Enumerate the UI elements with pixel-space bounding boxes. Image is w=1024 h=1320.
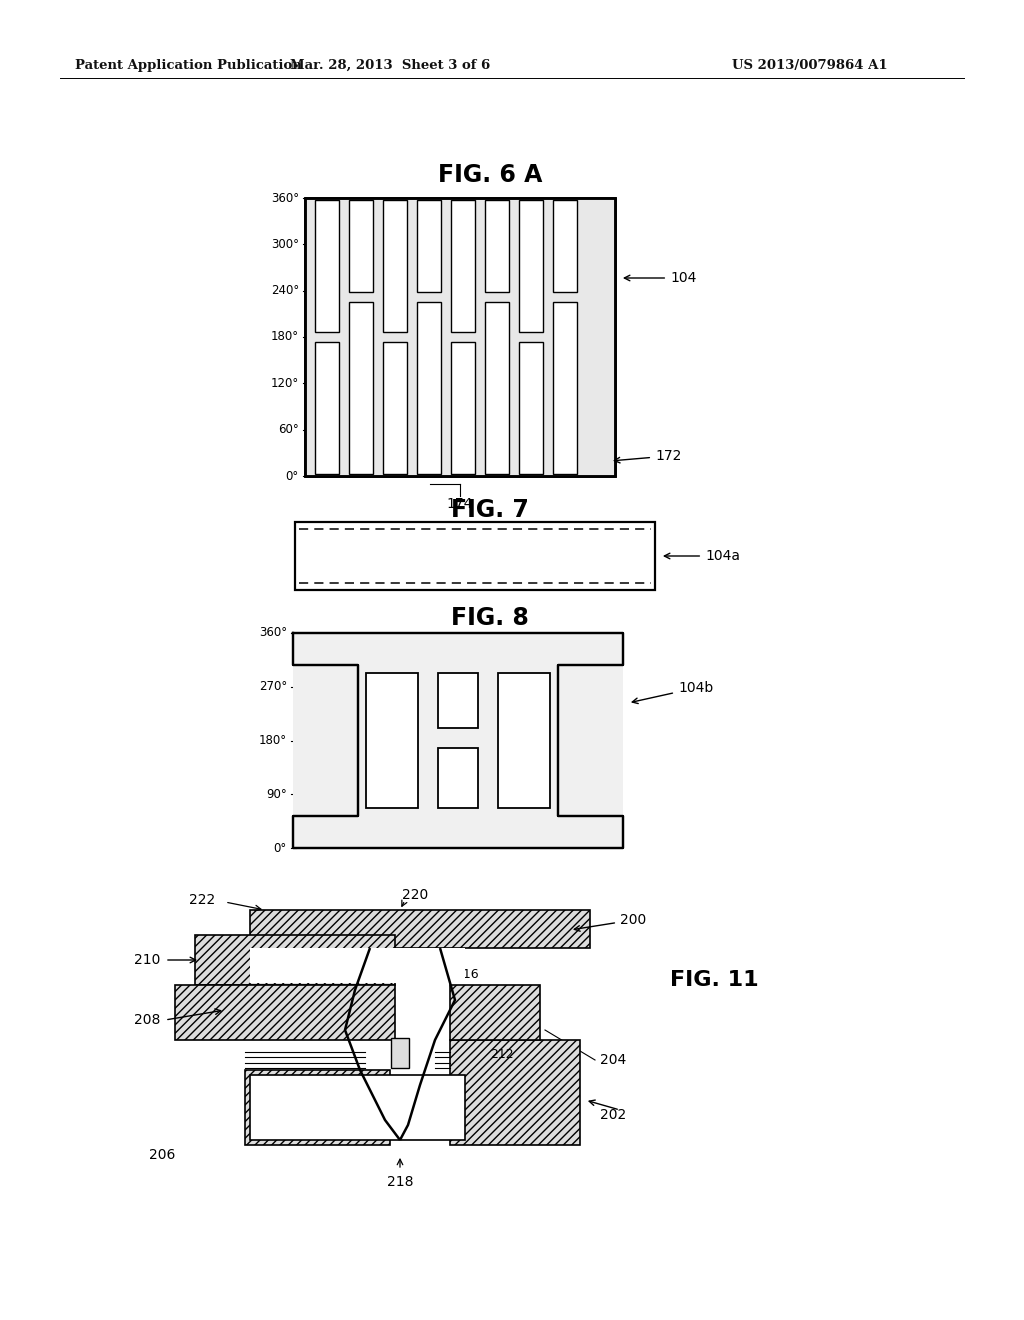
Text: 0°: 0°	[286, 470, 299, 483]
Bar	[553, 302, 577, 474]
Bar	[295, 521, 655, 590]
Text: Mar. 28, 2013  Sheet 3 of 6: Mar. 28, 2013 Sheet 3 of 6	[290, 58, 490, 71]
Text: FIG. 8: FIG. 8	[451, 606, 529, 630]
Text: 222: 222	[188, 894, 215, 907]
Text: 212: 212	[490, 1048, 514, 1061]
Text: 90°: 90°	[266, 788, 287, 801]
Bar	[485, 302, 509, 474]
Text: 360°: 360°	[271, 191, 299, 205]
Bar	[195, 935, 395, 985]
Bar	[250, 1074, 465, 1140]
Text: 360°: 360°	[259, 627, 287, 639]
Bar	[315, 201, 339, 333]
Bar	[383, 342, 407, 474]
Text: 104: 104	[625, 271, 696, 285]
Text: 104b: 104b	[632, 681, 714, 704]
Text: 210: 210	[133, 953, 160, 968]
Text: US 2013/0079864 A1: US 2013/0079864 A1	[732, 58, 888, 71]
Bar	[519, 201, 543, 333]
Bar	[485, 201, 509, 292]
Text: 60°: 60°	[279, 424, 299, 436]
Bar	[417, 302, 441, 474]
Text: FIG. 11: FIG. 11	[670, 970, 759, 990]
Bar	[438, 673, 478, 729]
Text: 180°: 180°	[271, 330, 299, 343]
Bar	[315, 342, 339, 474]
Bar	[451, 201, 475, 333]
Text: 300°: 300°	[271, 238, 299, 251]
Text: 172: 172	[614, 449, 681, 463]
Text: FIG. 7: FIG. 7	[451, 498, 529, 521]
Bar	[553, 201, 577, 292]
Text: 216: 216	[455, 969, 478, 982]
Text: 120°: 120°	[270, 376, 299, 389]
Text: 208: 208	[133, 1012, 160, 1027]
Bar	[305, 198, 615, 477]
Bar	[391, 1038, 409, 1068]
Bar	[349, 201, 373, 292]
Text: 240°: 240°	[270, 284, 299, 297]
Bar	[438, 748, 478, 808]
Text: 200: 200	[574, 913, 646, 931]
Text: 270°: 270°	[259, 680, 287, 693]
Text: FIG. 6 A: FIG. 6 A	[438, 162, 542, 187]
Bar	[305, 198, 615, 477]
Bar	[451, 342, 475, 474]
Bar	[366, 673, 418, 808]
Bar	[250, 909, 590, 948]
Text: 206: 206	[148, 1148, 175, 1162]
Bar	[417, 201, 441, 292]
Text: 174: 174	[446, 498, 473, 511]
Bar	[250, 948, 465, 983]
Text: 180°: 180°	[259, 734, 287, 747]
Bar	[450, 1040, 580, 1144]
Text: 218: 218	[387, 1175, 414, 1189]
Text: 220: 220	[401, 888, 428, 902]
Bar	[349, 302, 373, 474]
Text: 202: 202	[600, 1107, 627, 1122]
Text: 104a: 104a	[665, 549, 740, 564]
Bar	[383, 201, 407, 333]
Bar	[293, 634, 623, 847]
Text: 214: 214	[346, 1123, 370, 1137]
Bar	[498, 673, 550, 808]
Polygon shape	[293, 634, 623, 847]
Bar	[305, 198, 615, 477]
Text: Patent Application Publication: Patent Application Publication	[75, 58, 302, 71]
Text: 0°: 0°	[273, 842, 287, 854]
Text: 204: 204	[600, 1053, 627, 1067]
Bar	[519, 342, 543, 474]
Bar	[450, 985, 540, 1040]
Bar	[245, 1071, 390, 1144]
Bar	[175, 985, 395, 1040]
